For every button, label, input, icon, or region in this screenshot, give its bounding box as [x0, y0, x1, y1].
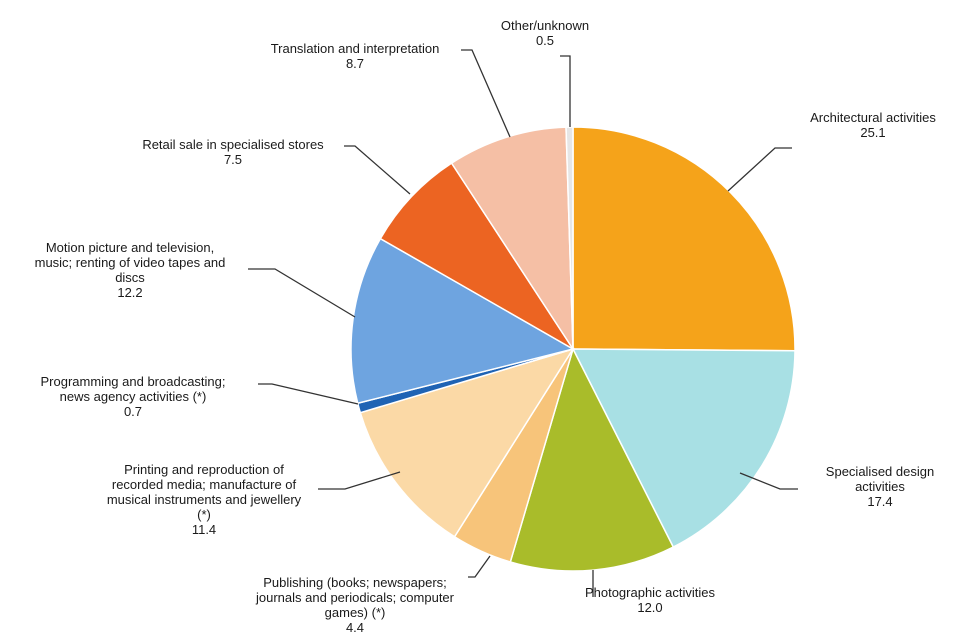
slice-category-label: games) (*)	[325, 605, 386, 620]
slice-category-label: discs	[115, 270, 145, 285]
slice-category-label: (*)	[197, 507, 211, 522]
pie-slice	[350, 237, 575, 405]
slice-category-label: Programming and broadcasting;	[41, 374, 226, 389]
slice-category-label: journals and periodicals; computer	[255, 590, 455, 605]
slice-value-label: 17.4	[867, 494, 892, 509]
slice-category-label: Specialised design	[826, 464, 934, 479]
pie-slice	[450, 126, 574, 352]
slice-category-label: music; renting of video tapes and	[35, 255, 226, 270]
pie-slice	[359, 347, 575, 538]
slice-category-label: activities	[855, 479, 905, 494]
slice-category-label: musical instruments and jewellery	[107, 492, 302, 507]
slice-value-label: 4.4	[346, 620, 364, 635]
pie-slice	[571, 348, 796, 549]
slice-category-label: Translation and interpretation	[271, 41, 440, 56]
leader-line	[461, 49, 511, 138]
slice-category-label: Printing and reproduction of	[124, 462, 284, 477]
leader-line	[727, 147, 792, 192]
slice-category-label: Publishing (books; newspapers;	[263, 575, 447, 590]
leader-lines	[248, 49, 798, 597]
pie-slices	[350, 126, 796, 572]
slice-value-label: 0.5	[536, 33, 554, 48]
slice-category-label: Photographic activities	[585, 585, 716, 600]
pie-slice	[565, 126, 574, 350]
slice-category-label: Architectural activities	[810, 110, 936, 125]
slice-value-label: 0.7	[124, 404, 142, 419]
leader-line	[739, 472, 798, 490]
slice-category-label: Retail sale in specialised stores	[142, 137, 324, 152]
leader-line	[318, 471, 401, 490]
slice-category-label: news agency activities (*)	[60, 389, 207, 404]
leader-line	[258, 383, 359, 405]
slice-value-label: 8.7	[346, 56, 364, 71]
slice-value-label: 12.2	[117, 285, 142, 300]
slice-value-label: 7.5	[224, 152, 242, 167]
leader-line	[344, 145, 411, 195]
pie-slice	[379, 162, 574, 350]
leader-line	[468, 555, 491, 578]
slice-category-label: recorded media; manufacture of	[112, 477, 297, 492]
slice-category-label: Other/unknown	[501, 18, 589, 33]
leader-line	[560, 55, 571, 127]
slice-category-label: Motion picture and television,	[46, 240, 214, 255]
pie-slice	[572, 126, 796, 352]
slice-value-label: 11.4	[192, 522, 216, 537]
leader-line	[248, 268, 356, 318]
slice-value-label: 25.1	[860, 125, 885, 140]
slice-value-label: 12.0	[637, 600, 662, 615]
